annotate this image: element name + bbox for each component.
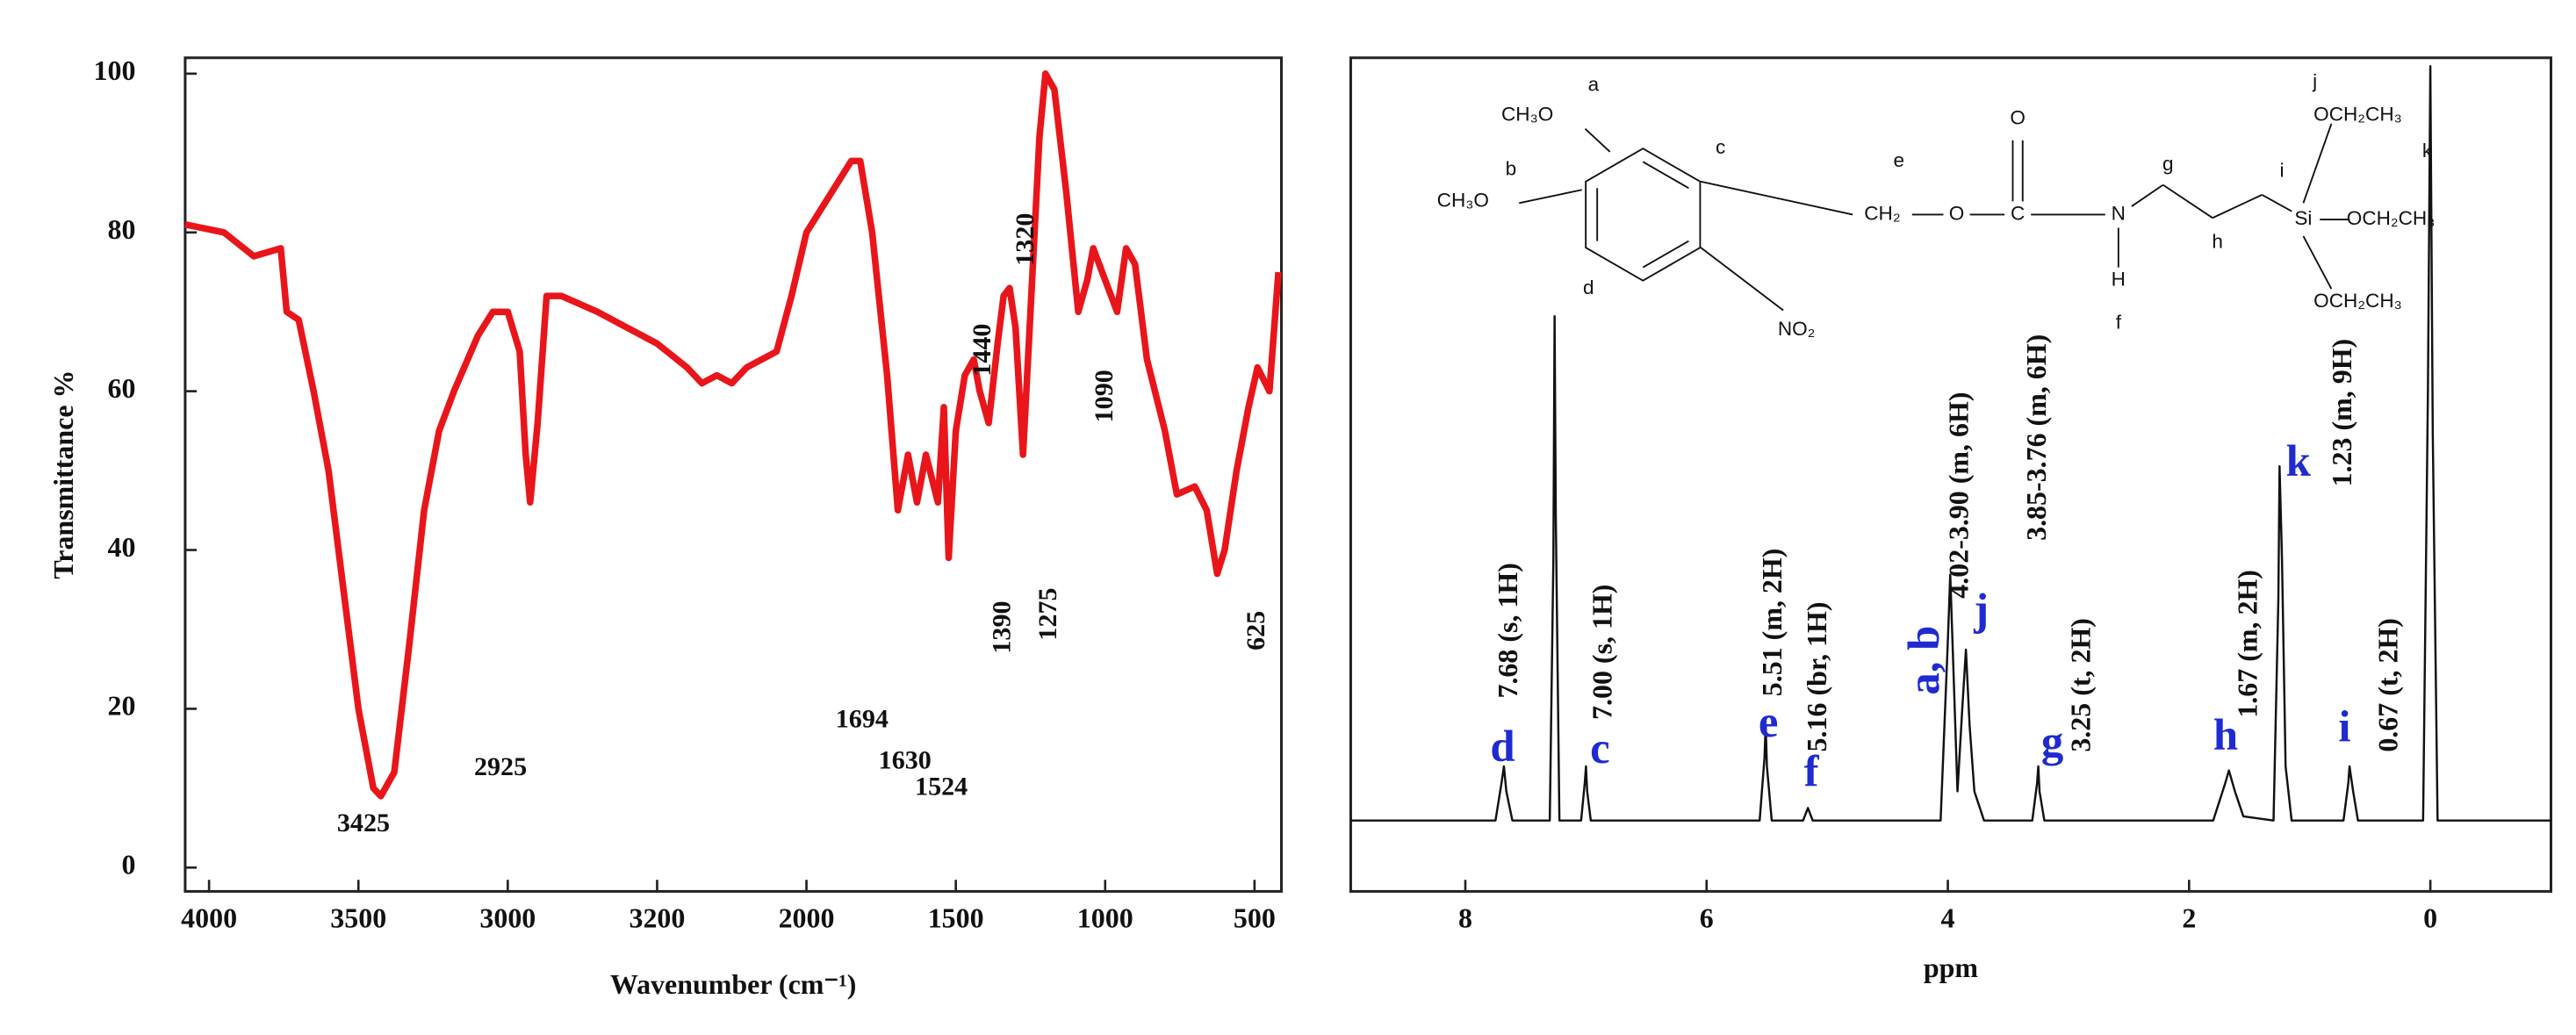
- peak-annotation: 3.85-3.76 (m, 6H): [2021, 334, 2052, 541]
- x-tick-label: 1000: [1077, 903, 1133, 934]
- x-tick-label: 6: [1700, 903, 1714, 934]
- x-tick-label: 1500: [928, 903, 984, 934]
- structure-label: CH₃O: [1501, 104, 1553, 126]
- peak-annotation: 5.16 (br, 1H): [1802, 601, 1832, 751]
- structure-label: f: [2116, 312, 2122, 334]
- peak-annotation: 1390: [986, 600, 1016, 653]
- bond: [2302, 123, 2333, 204]
- peak-annotation: 1090: [1089, 370, 1119, 422]
- structure-label: Si: [2294, 207, 2312, 229]
- structure-label: h: [2212, 230, 2223, 252]
- plot-frame: [183, 56, 1283, 893]
- x-axis-label: Wavenumber (cm⁻¹): [610, 969, 857, 1000]
- peak-annotation: 625: [1241, 611, 1270, 650]
- y-tick-label: 80: [108, 214, 136, 245]
- structure-bonds: [1519, 123, 2350, 312]
- structure-label: NO₂: [1778, 318, 1816, 340]
- structure-label: e: [1893, 149, 1904, 171]
- x-tick-label: 2: [2182, 903, 2196, 934]
- peak-annotation: 0.67 (t, 2H): [2372, 618, 2403, 752]
- peak-letter: i: [2338, 702, 2350, 751]
- peak-letter: f: [1804, 746, 1820, 795]
- structure-label: j: [2312, 70, 2317, 92]
- x-tick-label: 4: [1941, 903, 1955, 934]
- y-tick-label: 0: [122, 850, 136, 880]
- peak-annotation: 1440: [967, 324, 997, 377]
- structure-label: O: [2010, 106, 2026, 128]
- peak-annotation: 3.25 (t, 2H): [2066, 618, 2097, 752]
- bond: [2212, 194, 2263, 219]
- peak-letter: h: [2213, 710, 2238, 759]
- structure-label: c: [1716, 136, 1725, 158]
- y-tick-label: 100: [94, 55, 136, 86]
- double-bond: [1642, 240, 1689, 269]
- y-tick-label: 20: [108, 691, 136, 722]
- structure-label: OCH₂CH₃: [2313, 104, 2402, 126]
- peak-annotation: 1275: [1033, 587, 1062, 640]
- y-tick-label: 40: [108, 532, 136, 563]
- peak-annotation: 1630: [879, 745, 932, 775]
- peak-letter: g: [2041, 717, 2063, 766]
- bond: [2131, 183, 2164, 207]
- peak-annotation: 3425: [337, 808, 390, 837]
- peak-annotation: 1524: [915, 772, 968, 801]
- peak-annotation: 7.00 (s, 1H): [1587, 585, 1617, 720]
- peak-annotation: 1.67 (m, 2H): [2233, 570, 2263, 718]
- structure-label: a: [1588, 74, 1600, 96]
- x-tick-label: 8: [1458, 903, 1472, 934]
- spectrum-line: [184, 70, 1282, 800]
- peak-letter: k: [2286, 436, 2312, 485]
- x-tick-label: 3200: [629, 903, 685, 934]
- structure-label: OCH₂CH₃: [2313, 290, 2402, 312]
- x-tick-label: 3500: [330, 903, 386, 934]
- bond: [1700, 180, 1853, 216]
- structure-label: CH₂: [1864, 202, 1900, 224]
- y-tick-label: 60: [108, 373, 136, 404]
- peak-annotation: 1694: [836, 704, 889, 734]
- spectrum-line: [1350, 65, 2551, 822]
- structure-label: N: [2112, 202, 2126, 224]
- peak-annotation: 1.23 (m, 9H): [2327, 339, 2357, 487]
- peak-letter: c: [1590, 723, 1610, 773]
- structure-label: C: [2011, 202, 2025, 224]
- structure-label: d: [1583, 277, 1594, 298]
- peak-annotation: 4.02-3.90 (m, 6H): [1944, 392, 1975, 599]
- benzene-ring: [1585, 147, 1702, 282]
- double-bond: [1642, 161, 1689, 190]
- structure-label: O: [1949, 202, 1965, 224]
- bond: [1700, 247, 1784, 312]
- bond: [2162, 183, 2213, 219]
- peak-letter: a, b: [1899, 626, 1948, 695]
- y-axis-label: Transmittance %: [48, 370, 79, 579]
- structure-label: i: [2279, 160, 2284, 182]
- structure-label: b: [1506, 158, 1517, 180]
- structure-label: H: [2112, 269, 2126, 291]
- peak-annotation: 5.51 (m, 2H): [1757, 549, 1788, 697]
- x-tick-label: 0: [2423, 903, 2437, 934]
- peak-letter: d: [1490, 722, 1515, 771]
- bond: [1519, 189, 1582, 205]
- peak-annotation: 1320: [1010, 213, 1040, 266]
- plot-frame: [1349, 56, 2552, 893]
- structure-label: OCH₂CH₃: [2347, 207, 2436, 229]
- peak-letter: j: [1973, 585, 1989, 634]
- x-tick-label: 4000: [181, 903, 237, 934]
- x-axis-label: ppm: [1924, 952, 1979, 983]
- bond: [2302, 235, 2333, 290]
- x-tick-label: 3000: [479, 903, 536, 934]
- peak-annotation: 7.68 (s, 1H): [1493, 563, 1523, 698]
- structure-label: g: [2162, 153, 2174, 175]
- structure-label: k: [2422, 140, 2433, 162]
- peak-annotation: 2925: [474, 751, 527, 781]
- peak-letter: e: [1759, 697, 1779, 746]
- structure-label: CH₃O: [1437, 189, 1489, 211]
- x-tick-label: 2000: [779, 903, 835, 934]
- bond: [1584, 127, 1611, 153]
- bond: [2261, 194, 2292, 212]
- x-tick-label: 500: [1234, 903, 1276, 934]
